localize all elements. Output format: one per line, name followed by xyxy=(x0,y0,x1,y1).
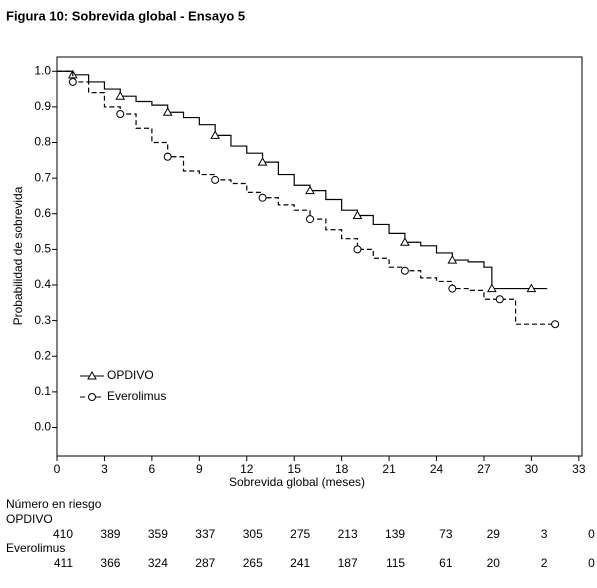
x-tick-label: 9 xyxy=(196,462,203,476)
x-tick-label: 15 xyxy=(288,462,302,476)
censor-marker xyxy=(400,237,410,246)
survival-curve xyxy=(57,70,548,290)
risk-count: 3 xyxy=(541,527,548,541)
risk-count: 324 xyxy=(148,556,168,570)
risk-count: 139 xyxy=(385,527,405,541)
censor-marker xyxy=(88,393,96,401)
risk-count: 366 xyxy=(100,556,120,570)
survival-curve xyxy=(57,70,556,325)
censor-marker xyxy=(526,283,537,293)
censor-marker xyxy=(115,91,126,100)
y-tick-label: 0.1 xyxy=(34,384,51,398)
risk-count: 2 xyxy=(541,556,548,570)
chart-title: Figura 10: Sobrevida global - Ensayo 5 xyxy=(6,8,245,23)
censor-marker xyxy=(210,130,220,139)
censor-marker xyxy=(495,295,504,304)
x-tick-label: 12 xyxy=(240,462,254,476)
censor-marker xyxy=(400,266,409,275)
risk-count: 411 xyxy=(54,556,73,570)
legend-label: Everolimus xyxy=(107,389,166,403)
risk-count: 61 xyxy=(439,556,453,570)
y-tick-label: 0.6 xyxy=(34,206,51,220)
censor-marker xyxy=(163,152,172,161)
y-tick-label: 0.4 xyxy=(34,277,51,291)
x-tick-label: 18 xyxy=(335,462,349,476)
censor-marker xyxy=(551,320,560,329)
y-tick-label: 0.8 xyxy=(34,135,51,149)
y-axis-label: Probabilidad de sobrevida xyxy=(11,186,25,325)
x-axis-label: Sobrevida global (meses) xyxy=(229,475,365,489)
censor-marker xyxy=(448,284,457,293)
censor-marker xyxy=(68,77,77,86)
y-tick-label: 0.0 xyxy=(34,420,51,434)
plot-frame xyxy=(56,56,583,457)
x-tick-label: 30 xyxy=(525,462,539,476)
risk-group-label: OPDIVO xyxy=(6,512,53,526)
y-tick-label: 0.2 xyxy=(34,348,51,362)
censor-marker xyxy=(211,175,220,184)
censor-marker xyxy=(447,255,458,264)
y-tick-label: 1.0 xyxy=(34,63,51,77)
risk-count: 213 xyxy=(338,527,358,541)
risk-count: 20 xyxy=(487,556,501,570)
risk-count: 241 xyxy=(290,556,310,570)
censor-marker xyxy=(87,370,97,380)
censor-marker xyxy=(116,110,125,118)
x-tick-label: 21 xyxy=(382,462,396,476)
censor-marker xyxy=(306,215,315,224)
y-tick-label: 0.7 xyxy=(34,170,51,184)
risk-count: 287 xyxy=(195,556,215,570)
x-tick-label: 27 xyxy=(477,462,491,476)
risk-count: 73 xyxy=(439,527,453,541)
risk-count: 359 xyxy=(148,527,168,541)
censor-marker xyxy=(487,283,497,293)
censor-marker xyxy=(305,185,315,195)
censor-marker xyxy=(353,245,362,254)
censor-marker xyxy=(162,107,173,116)
censor-marker xyxy=(258,193,267,202)
x-tick-label: 3 xyxy=(101,462,108,476)
y-tick-label: 0.9 xyxy=(34,99,51,113)
risk-count: 115 xyxy=(386,556,405,570)
x-tick-label: 6 xyxy=(149,462,156,476)
risk-count: 0 xyxy=(588,556,595,570)
censor-marker xyxy=(257,157,268,166)
risk-count: 187 xyxy=(338,556,358,570)
risk-count: 265 xyxy=(243,556,263,570)
risk-count: 305 xyxy=(243,527,263,541)
x-tick-label: 24 xyxy=(430,462,444,476)
risk-title: Número en riesgo xyxy=(6,497,102,511)
risk-count: 29 xyxy=(487,527,501,541)
risk-count: 275 xyxy=(290,527,310,541)
x-tick-label: 33 xyxy=(572,462,586,476)
censor-marker xyxy=(352,210,363,220)
y-tick-label: 0.5 xyxy=(34,242,51,256)
y-tick-label: 0.3 xyxy=(34,313,51,327)
x-tick-label: 0 xyxy=(54,462,61,476)
risk-count: 0 xyxy=(588,527,595,541)
legend-label: OPDIVO xyxy=(107,368,154,382)
risk-count: 410 xyxy=(53,527,73,541)
risk-count: 337 xyxy=(195,527,215,541)
risk-count: 389 xyxy=(100,527,120,541)
risk-group-label: Everolimus xyxy=(6,541,65,555)
